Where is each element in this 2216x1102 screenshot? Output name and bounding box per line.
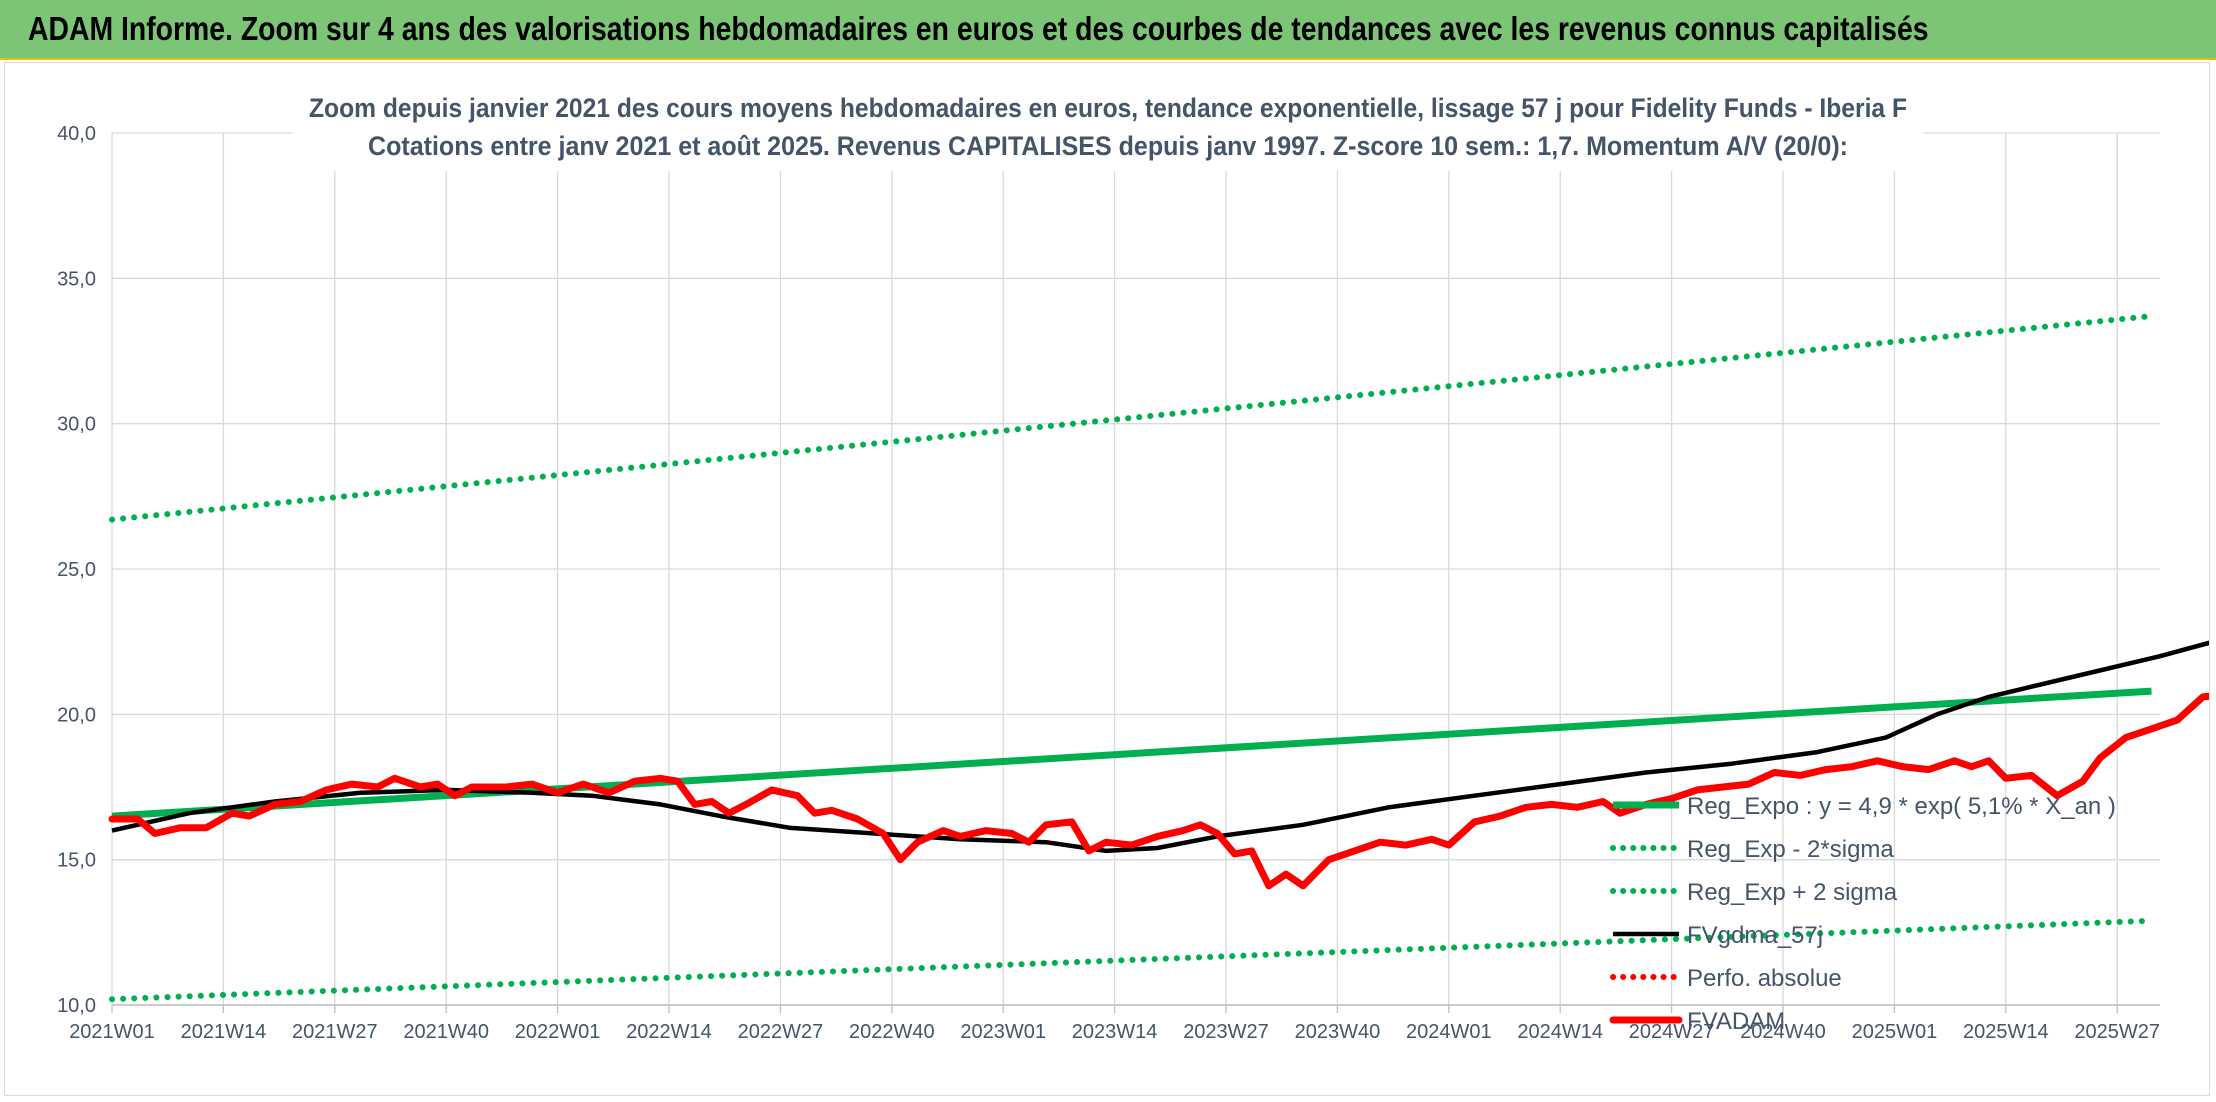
- x-tick-label: 2025W14: [1963, 1021, 2049, 1043]
- axes: 10,0 15,0 20,0 25,0 30,0 35,0 40,0 2021W01 2021W…: [57, 123, 2160, 1043]
- x-tick-label: 2025W27: [2074, 1021, 2160, 1043]
- x-tick-label: 2022W14: [626, 1021, 712, 1043]
- gridlines: [111, 132, 2160, 1006]
- x-tick-label: 2024W14: [1517, 1021, 1603, 1043]
- y-tick-label: 35,0: [57, 268, 96, 290]
- y-tick-label: 10,0: [57, 995, 96, 1017]
- x-tick-label: 2023W40: [1295, 1021, 1381, 1043]
- series-line-fvgdma-57j: [111, 640, 2209, 854]
- x-tick-label: 2021W01: [69, 1021, 155, 1043]
- y-tick-label: 20,0: [57, 704, 96, 726]
- x-tick-label: 2023W14: [1072, 1021, 1158, 1043]
- chart-frame: 10,0 15,0 20,0 25,0 30,0 35,0 40,0 2021W01 2021W…: [4, 62, 2210, 1096]
- legend-label: FVADAM: [1687, 1008, 1785, 1035]
- x-tick-label: 2024W40: [1740, 1021, 1826, 1043]
- series-line-reg-exp-2-sigma: [109, 313, 2155, 523]
- chart: 10,0 15,0 20,0 25,0 30,0 35,0 40,0 2021W01 2021W…: [57, 83, 2209, 1043]
- x-tick-label: 2024W01: [1406, 1021, 1492, 1043]
- x-tick-label: 2025W01: [1852, 1021, 1938, 1043]
- y-tick-label: 30,0: [57, 414, 96, 436]
- x-tick-label: 2021W27: [292, 1021, 378, 1043]
- report-title: ADAM Informe. Zoom sur 4 ans des valoris…: [28, 10, 1929, 47]
- legend-box: [1605, 781, 2125, 1043]
- legend-label: Perfo. absolue: [1687, 965, 1842, 992]
- x-tick-label: 2022W40: [849, 1021, 935, 1043]
- legend-label: Reg_Exp - 2*sigma: [1687, 836, 1894, 863]
- legend: Reg_Expo : y = 4,9 * exp( 5,1% * X_an ) R…: [1605, 781, 2125, 1043]
- y-tick-label: 40,0: [57, 123, 96, 145]
- x-tick-label: 2022W01: [515, 1021, 601, 1043]
- title-backdrop: [293, 83, 1923, 171]
- legend-label: Reg_Exp + 2 sigma: [1687, 879, 1898, 906]
- legend-label: Reg_Expo : y = 4,9 * exp( 5,1% * X_an ): [1687, 793, 2116, 820]
- report-banner: ADAM Informe. Zoom sur 4 ans des valoris…: [0, 0, 2216, 60]
- y-tick-label: 25,0: [57, 559, 96, 581]
- x-tick-label: 2023W27: [1183, 1021, 1269, 1043]
- chart-subtitle: Cotations entre janv 2021 et août 2025. …: [368, 131, 1848, 161]
- chart-title: Zoom depuis janvier 2021 des cours moyen…: [309, 93, 1907, 123]
- series-line-reg-exp-2-sigma: [109, 917, 2155, 1003]
- legend-label: FVgdma_57j: [1687, 922, 1823, 949]
- x-tick-label: 2023W01: [960, 1021, 1046, 1043]
- x-tick-label: 2021W14: [181, 1021, 267, 1043]
- x-tick-label: 2024W27: [1629, 1021, 1715, 1043]
- series-line-fvadam: [108, 692, 2209, 890]
- x-tick-label: 2022W27: [738, 1021, 824, 1043]
- y-tick-label: 15,0: [57, 850, 96, 872]
- x-tick-label: 2021W40: [403, 1021, 489, 1043]
- series-layer: [108, 313, 2209, 1003]
